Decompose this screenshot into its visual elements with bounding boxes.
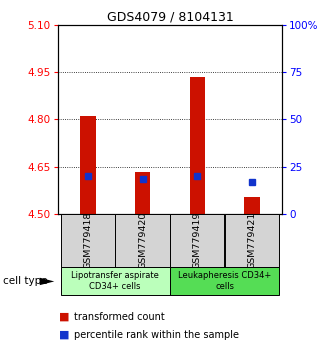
Title: GDS4079 / 8104131: GDS4079 / 8104131 — [107, 11, 233, 24]
FancyBboxPatch shape — [170, 214, 224, 267]
Text: GSM779418: GSM779418 — [83, 212, 92, 269]
FancyBboxPatch shape — [115, 214, 170, 267]
Bar — [80, 116, 95, 214]
Polygon shape — [40, 278, 54, 285]
Bar — [135, 172, 150, 214]
FancyBboxPatch shape — [61, 214, 115, 267]
FancyBboxPatch shape — [225, 214, 279, 267]
Text: Lipotransfer aspirate
CD34+ cells: Lipotransfer aspirate CD34+ cells — [71, 271, 159, 291]
Text: GSM779421: GSM779421 — [248, 212, 256, 269]
Text: percentile rank within the sample: percentile rank within the sample — [74, 330, 239, 339]
Bar — [245, 197, 260, 214]
Text: Leukapheresis CD34+
cells: Leukapheresis CD34+ cells — [178, 271, 271, 291]
Text: GSM779420: GSM779420 — [138, 212, 147, 269]
FancyBboxPatch shape — [61, 267, 170, 295]
Text: transformed count: transformed count — [74, 312, 165, 322]
Text: cell type: cell type — [3, 276, 48, 286]
Text: ■: ■ — [59, 330, 70, 339]
Text: ■: ■ — [59, 312, 70, 322]
Bar — [190, 77, 205, 214]
FancyBboxPatch shape — [170, 267, 279, 295]
Text: GSM779419: GSM779419 — [193, 212, 202, 269]
